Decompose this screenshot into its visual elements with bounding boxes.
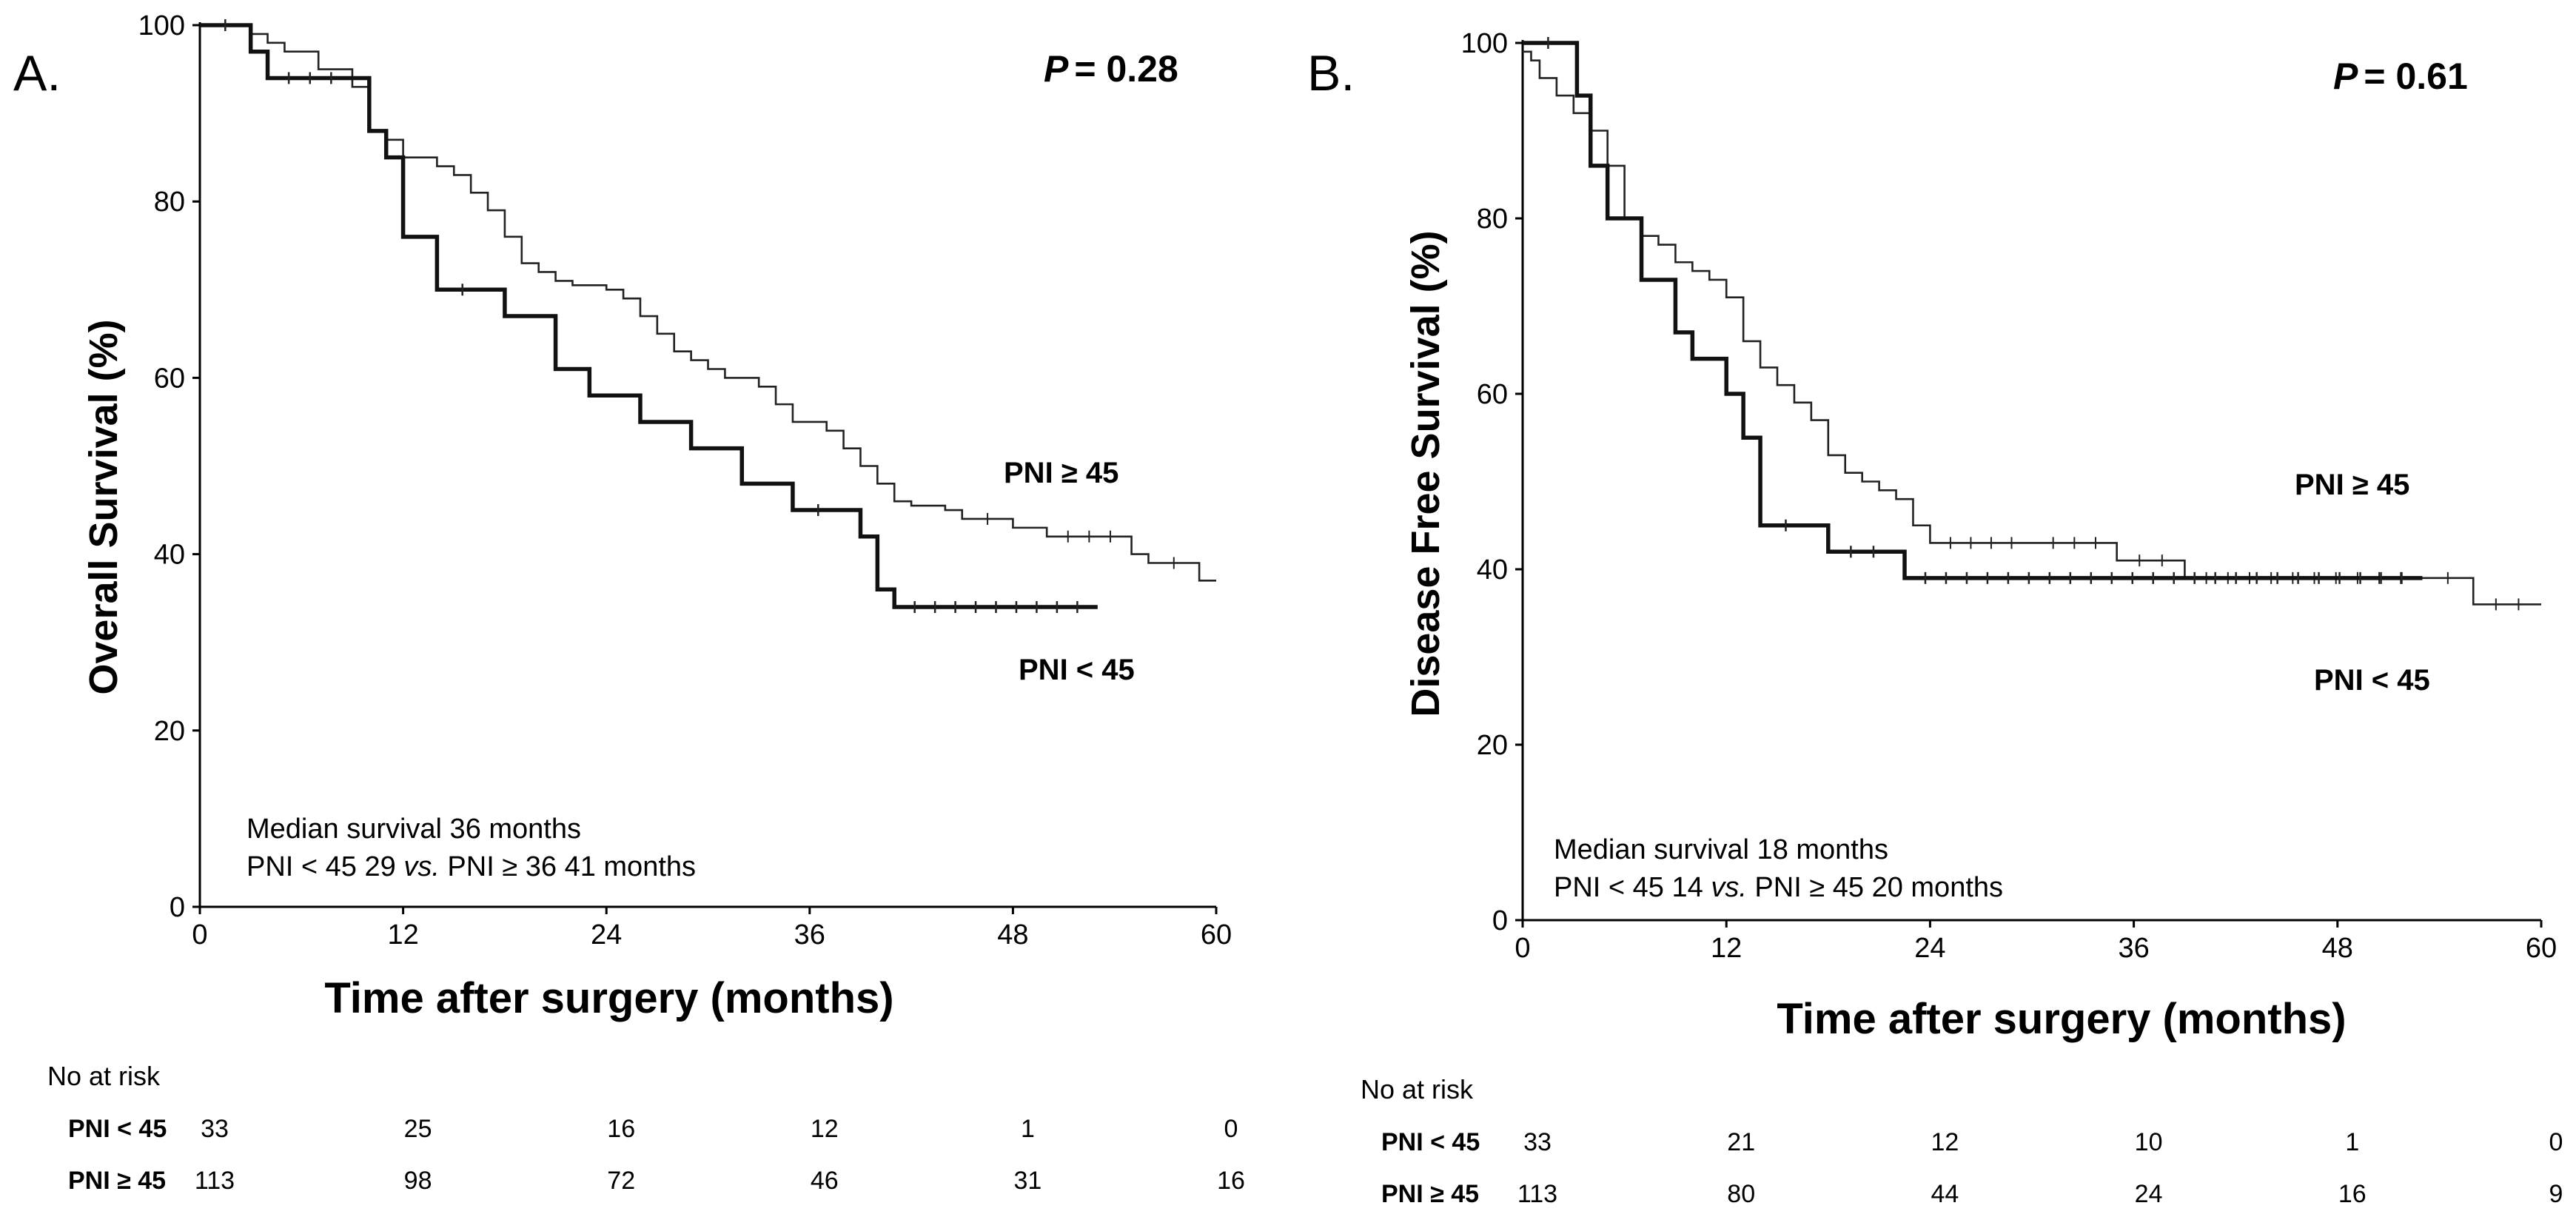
panel-a-p-value: P = 0.28 xyxy=(1044,48,1178,90)
panel-a-at-risk-value: 31 xyxy=(1013,1167,1042,1195)
panel-b-label: B. xyxy=(1307,45,1355,101)
panel-b-at-risk-row-label-pni-ge-45: PNI ≥ 45 xyxy=(1381,1180,1479,1208)
panel-a-at-risk-value: 16 xyxy=(1217,1167,1245,1195)
panel-a-y-tick-label: 20 xyxy=(154,716,185,747)
panel-a-at-risk-value: 1 xyxy=(1021,1115,1035,1143)
panel-a-y-tick-label: 60 xyxy=(154,363,185,394)
panel-a-at-risk-value: 33 xyxy=(201,1115,229,1143)
panel-a-at-risk-value: 46 xyxy=(811,1167,839,1195)
panel-b-at-risk-value: 33 xyxy=(1523,1128,1552,1156)
panel-b-at-risk-value: 0 xyxy=(2549,1128,2563,1156)
panel-a-at-risk-value: 25 xyxy=(404,1115,432,1143)
panel-a-at-risk-value: 12 xyxy=(811,1115,839,1143)
panel-b-x-tick-label: 12 xyxy=(1711,933,1742,964)
panel-b-y-tick-label: 0 xyxy=(1492,905,1508,936)
panel-b-curve-pni-lt-45 xyxy=(1523,41,2423,580)
panel-b-series-label-pni-ge-45: PNI ≥ 45 xyxy=(2295,469,2409,501)
panel-a-at-risk-row-label-pni-ge-45: PNI ≥ 45 xyxy=(68,1167,166,1195)
panel-a-at-risk-title: No at risk xyxy=(47,1061,161,1091)
panel-b-at-risk-title: No at risk xyxy=(1361,1074,1474,1104)
panel-a-x-tick-label: 0 xyxy=(192,919,207,951)
panel-a-at-risk-row-label-pni-lt-45: PNI < 45 xyxy=(68,1115,167,1143)
panel-a: A. P = 0.28 Overall Survival (%) Time aft… xyxy=(13,10,1245,1195)
panel-b-at-risk-value: 21 xyxy=(1727,1128,1755,1156)
panel-b-median-line-1: Median survival 18 months xyxy=(1554,834,1888,865)
panel-a-x-tick-label: 60 xyxy=(1201,919,1232,951)
panel-b-at-risk-value: 113 xyxy=(1517,1180,1557,1208)
panel-b-y-tick-label: 40 xyxy=(1477,554,1508,586)
panel-b-x-tick-label: 0 xyxy=(1515,933,1530,964)
panel-b-y-axis-title: Disease Free Survival (%) xyxy=(1403,230,1448,717)
panel-b-at-risk-value: 16 xyxy=(2338,1180,2367,1208)
panel-a-y-tick-label: 100 xyxy=(138,10,185,41)
panel-a-plot: 0 12 24 36 48 60 0 20 40 60 80 100 33 25 16 12 1 0 113 98 72… xyxy=(138,10,1245,1195)
panel-b-x-tick-label: 36 xyxy=(2118,933,2149,964)
panel-b-at-risk-value: 10 xyxy=(2135,1128,2163,1156)
panel-a-curve-pni-ge-45 xyxy=(200,24,1216,582)
panel-b-at-risk-value: 12 xyxy=(1931,1128,1959,1156)
panel-a-x-tick-label: 12 xyxy=(387,919,418,951)
panel-a-series-label-pni-lt-45: PNI < 45 xyxy=(1019,654,1135,686)
panel-a-at-risk-value: 0 xyxy=(1224,1115,1238,1143)
panel-b-y-tick-label: 20 xyxy=(1477,730,1508,761)
panel-b-at-risk-value: 24 xyxy=(2135,1180,2163,1208)
panel-a-x-tick-label: 36 xyxy=(794,919,825,951)
panel-a-series-label-pni-ge-45: PNI ≥ 45 xyxy=(1004,457,1118,489)
panel-b-x-axis-title: Time after surgery (months) xyxy=(1777,995,2346,1043)
panel-a-at-risk-value: 98 xyxy=(404,1167,432,1195)
panel-a-x-tick-label: 24 xyxy=(591,919,622,951)
panel-a-curve-pni-lt-45 xyxy=(200,23,1098,609)
panel-b-at-risk-row-label-pni-lt-45: PNI < 45 xyxy=(1381,1128,1480,1156)
panel-a-at-risk-value: 113 xyxy=(195,1167,235,1195)
panel-b-series-label-pni-lt-45: PNI < 45 xyxy=(2314,664,2430,697)
panel-a-median-line-1: Median survival 36 months xyxy=(246,814,581,845)
panel-a-median-line-2: PNI < 45 29 vs. PNI ≥ 36 41 months xyxy=(246,851,696,882)
panel-a-x-tick-label: 48 xyxy=(997,919,1028,951)
panel-b-at-risk-value: 9 xyxy=(2549,1180,2563,1208)
panel-b-y-tick-label: 60 xyxy=(1477,379,1508,410)
panel-b-y-tick-label: 80 xyxy=(1477,204,1508,235)
panel-b-p-value: P = 0.61 xyxy=(2333,56,2468,97)
panel-b-at-risk-value: 1 xyxy=(2345,1128,2359,1156)
panel-b: B. P = 0.61 Disease Free Survival (%) Tim… xyxy=(1307,28,2563,1208)
panel-a-x-axis-title: Time after surgery (months) xyxy=(324,974,893,1022)
panel-a-y-tick-label: 0 xyxy=(170,892,185,923)
panel-b-x-tick-label: 60 xyxy=(2526,933,2557,964)
panel-b-y-tick-label: 100 xyxy=(1461,28,1508,59)
panel-a-y-tick-label: 80 xyxy=(154,187,185,218)
panel-b-x-tick-label: 24 xyxy=(1914,933,1945,964)
panel-b-median-line-2: PNI < 45 14 vs. PNI ≥ 45 20 months xyxy=(1554,872,2003,903)
panel-a-label: A. xyxy=(13,45,61,101)
panel-b-x-tick-label: 48 xyxy=(2322,933,2353,964)
panel-a-y-axis-title: Overall Survival (%) xyxy=(81,319,126,694)
panel-a-at-risk-value: 16 xyxy=(607,1115,635,1143)
panel-a-y-tick-label: 40 xyxy=(154,540,185,571)
panel-b-at-risk-value: 80 xyxy=(1727,1180,1755,1208)
panel-a-at-risk-value: 72 xyxy=(607,1167,635,1195)
panel-b-at-risk-value: 44 xyxy=(1931,1180,1959,1208)
